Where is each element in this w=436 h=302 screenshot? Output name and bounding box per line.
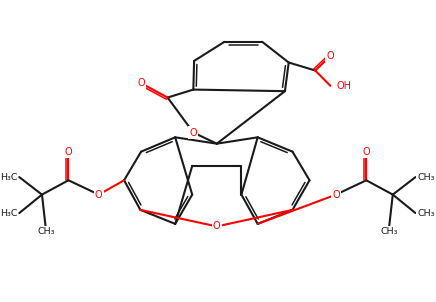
Text: O: O: [327, 51, 334, 61]
Text: CH₃: CH₃: [37, 227, 54, 236]
Text: O: O: [65, 147, 72, 157]
Text: OH: OH: [336, 81, 351, 91]
Text: CH₃: CH₃: [380, 227, 398, 236]
Text: H₃C: H₃C: [0, 173, 17, 182]
Text: O: O: [362, 147, 370, 157]
Text: CH₃: CH₃: [417, 209, 435, 217]
Text: H₃C: H₃C: [0, 209, 17, 217]
Text: O: O: [190, 127, 197, 137]
Text: O: O: [213, 221, 221, 231]
Text: O: O: [137, 78, 145, 88]
Text: O: O: [332, 190, 340, 200]
Text: O: O: [95, 190, 102, 200]
Text: CH₃: CH₃: [417, 173, 435, 182]
